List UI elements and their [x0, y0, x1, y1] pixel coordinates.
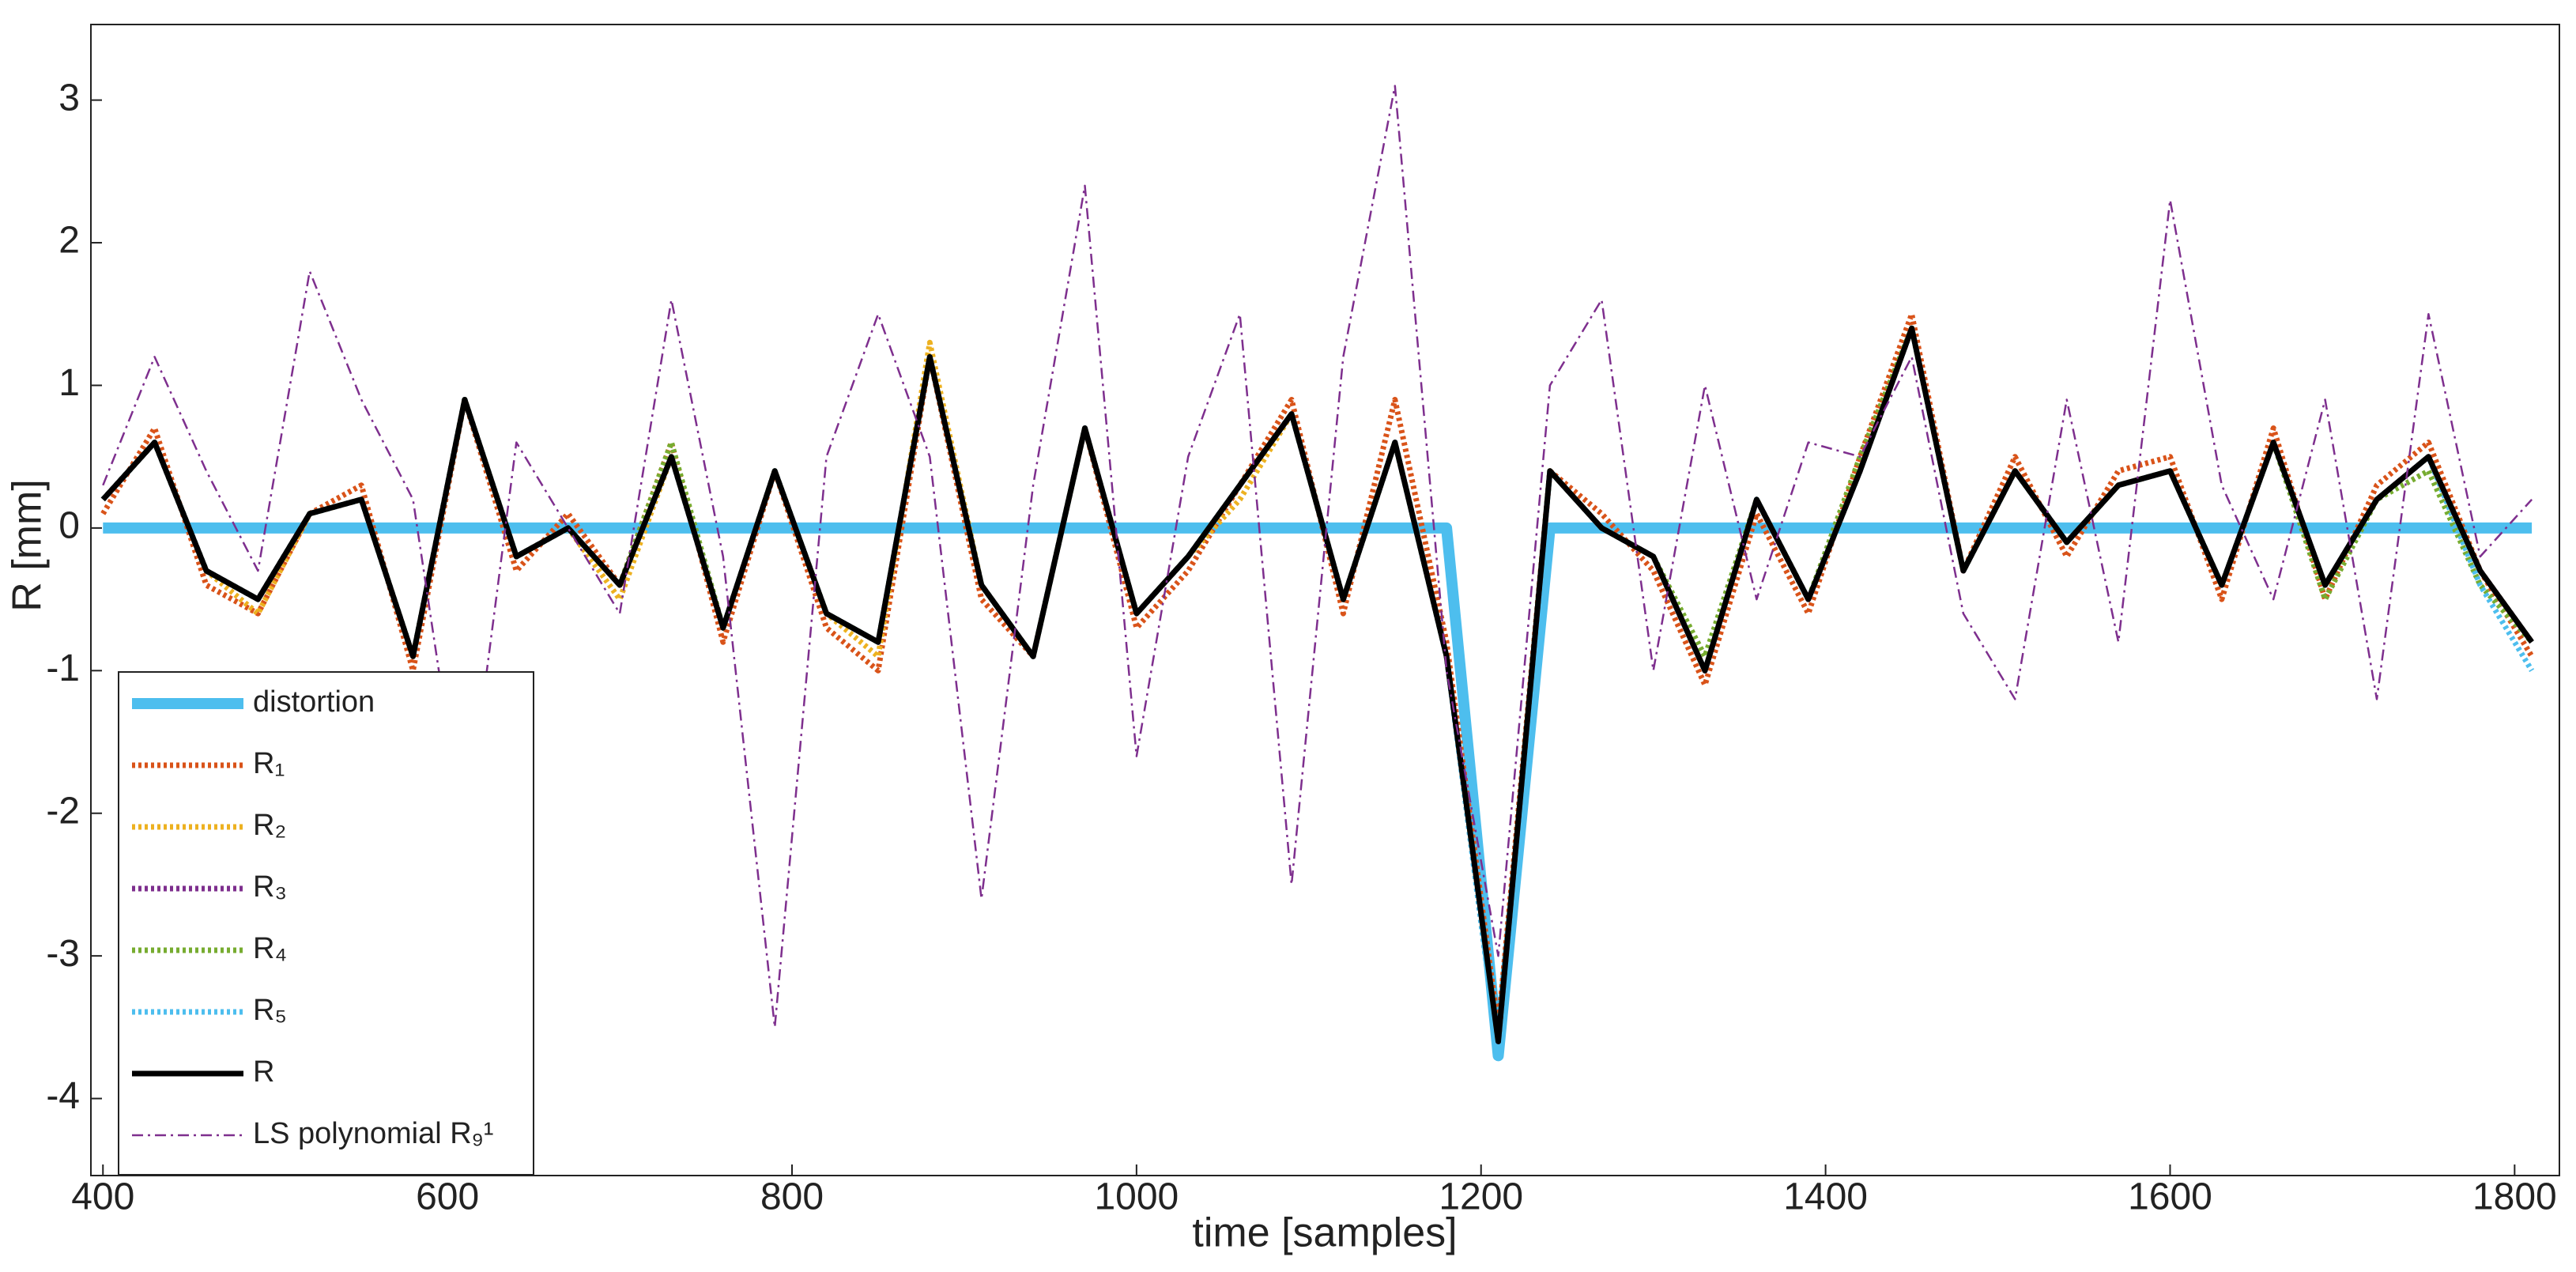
legend-label: R	[253, 1055, 274, 1089]
legend-label: R₅	[253, 994, 287, 1027]
y-axis-label: R [mm]	[5, 479, 51, 612]
x-tick-label: 800	[760, 1176, 824, 1218]
plot-frame	[90, 24, 2560, 1176]
x-tick-label: 1000	[1094, 1176, 1179, 1218]
y-tick-label: -2	[46, 790, 80, 832]
legend-label: R₁	[253, 747, 285, 780]
x-tick-label: 1600	[2128, 1176, 2212, 1218]
legend-label: R₄	[253, 932, 287, 965]
x-tick-label: 600	[416, 1176, 479, 1218]
x-tick-label: 1400	[1783, 1176, 1868, 1218]
x-tick-label: 1200	[1439, 1176, 1523, 1218]
y-tick-label: -3	[46, 933, 80, 975]
y-tick-label: 3	[58, 77, 80, 119]
x-tick-label: 1800	[2472, 1176, 2557, 1218]
y-tick-label: 2	[58, 220, 80, 262]
x-tick-label: 400	[71, 1176, 134, 1218]
legend-box	[118, 671, 534, 1176]
series-line	[102, 85, 2533, 1029]
legend-label: distortion	[253, 685, 375, 719]
y-tick-label: -1	[46, 647, 80, 689]
series-line	[100, 311, 2535, 1030]
legend-label: R₃	[253, 870, 287, 904]
series-line	[100, 325, 2534, 1044]
y-tick-label: 1	[58, 362, 80, 404]
lines	[100, 85, 2535, 1062]
legend-label: R₂	[253, 809, 286, 842]
legend-label: LS polynomial R₉¹	[253, 1117, 493, 1150]
x-axis-label: time [samples]	[1192, 1210, 1457, 1256]
y-tick-label: -4	[46, 1075, 80, 1117]
y-tick-label: 0	[58, 505, 80, 547]
